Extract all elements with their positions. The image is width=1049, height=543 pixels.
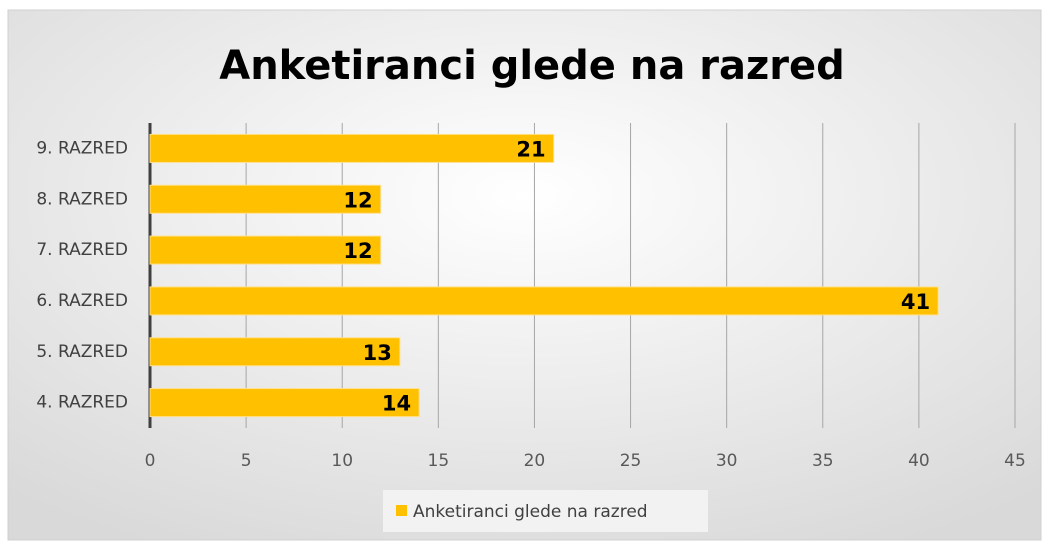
y-tick-label: 4. RAZRED — [36, 393, 128, 413]
data-label: 14 — [382, 392, 411, 416]
y-tick-label: 6. RAZRED — [36, 291, 128, 311]
y-tick-label: 5. RAZRED — [36, 342, 128, 362]
data-label: 13 — [363, 341, 392, 365]
x-tick-label: 20 — [524, 451, 546, 471]
bar — [149, 235, 382, 265]
bar — [149, 286, 939, 316]
y-tick-label: 9. RAZRED — [36, 138, 128, 158]
data-label: 12 — [343, 188, 372, 212]
data-label: 41 — [901, 290, 930, 314]
legend-swatch — [396, 505, 407, 516]
legend-box — [383, 490, 708, 532]
x-tick-label: 45 — [1004, 451, 1026, 471]
bar — [149, 184, 382, 214]
x-tick-label: 30 — [716, 451, 738, 471]
chart-area — [7, 9, 1042, 541]
bar — [149, 337, 401, 367]
chart-title: Anketiranci glede na razred — [219, 43, 845, 89]
x-tick-label: 10 — [331, 451, 353, 471]
x-tick-label: 0 — [145, 451, 156, 471]
bar — [149, 133, 555, 163]
x-tick-label: 5 — [241, 451, 252, 471]
x-tick-label: 40 — [908, 451, 930, 471]
legend-label: Anketiranci glede na razred — [413, 502, 648, 522]
x-tick-label: 25 — [620, 451, 642, 471]
y-tick-label: 8. RAZRED — [36, 189, 128, 209]
y-tick-label: 7. RAZRED — [36, 240, 128, 260]
x-tick-label: 15 — [428, 451, 450, 471]
bar — [149, 388, 420, 418]
data-label: 21 — [516, 137, 545, 161]
x-tick-label: 35 — [812, 451, 834, 471]
data-label: 12 — [343, 239, 372, 263]
